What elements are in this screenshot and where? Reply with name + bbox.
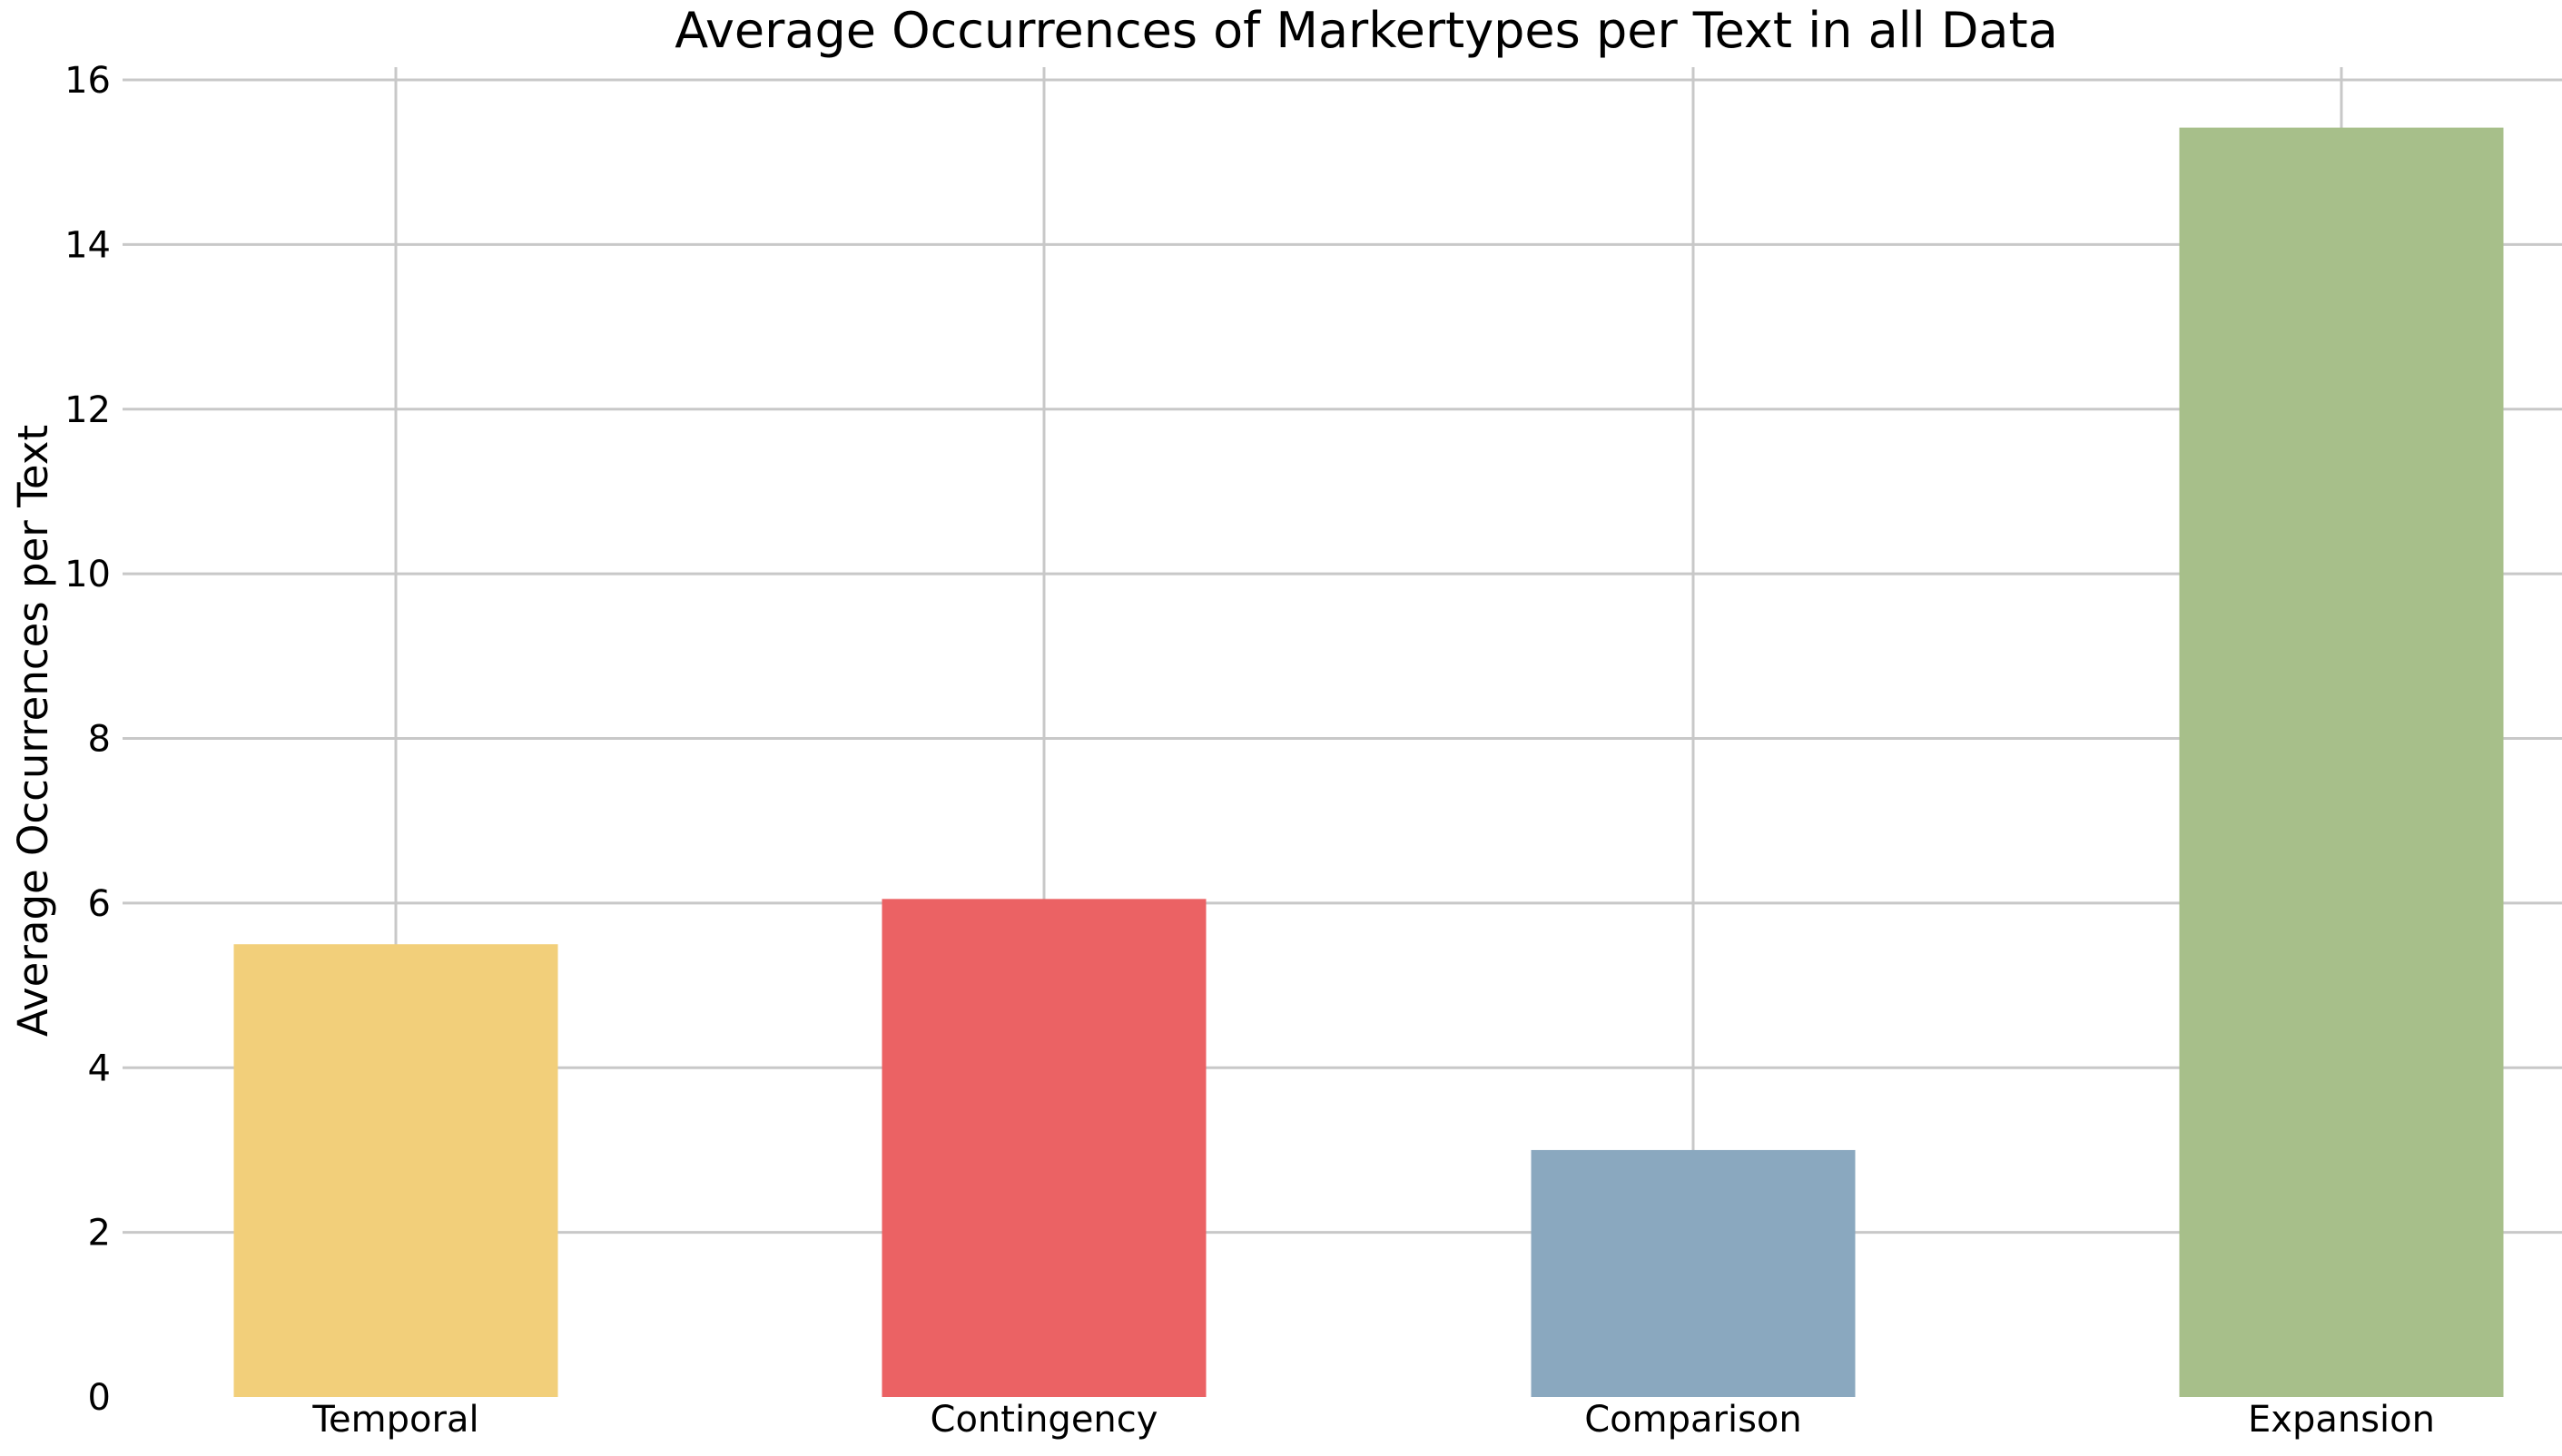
bar-layer xyxy=(233,127,2504,1397)
bar-contingency xyxy=(882,899,1207,1397)
bar-comparison xyxy=(1531,1149,1856,1397)
y-tick-label: 4 xyxy=(88,1048,111,1089)
x-tick-label: Temporal xyxy=(311,1399,478,1441)
bar-expansion xyxy=(2179,127,2504,1397)
y-tick-label: 2 xyxy=(88,1213,111,1254)
y-tick-label: 0 xyxy=(88,1377,111,1419)
y-tick-label: 10 xyxy=(64,554,111,595)
y-tick-label: 12 xyxy=(64,389,111,431)
x-tick-label: Contingency xyxy=(931,1399,1158,1441)
x-tick-label: Comparison xyxy=(1584,1399,1802,1441)
chart-title: Average Occurrences of Markertypes per T… xyxy=(675,2,2058,59)
y-tick-label: 16 xyxy=(64,60,111,102)
bar-temporal xyxy=(233,944,558,1397)
y-tick-label: 8 xyxy=(88,719,111,761)
y-tick-label: 6 xyxy=(88,883,111,925)
y-tick-label: 14 xyxy=(64,224,111,266)
tick-layer: 0 2 4 6 8 10 12 14 16 Temporal Contingency Comparis… xyxy=(64,60,2435,1441)
x-tick-label: Expansion xyxy=(2248,1399,2435,1441)
y-axis-label: Average Occurrences per Text xyxy=(9,425,57,1037)
